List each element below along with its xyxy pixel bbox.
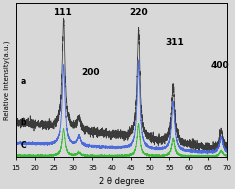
- Text: 111: 111: [53, 8, 72, 17]
- Text: 220: 220: [129, 8, 148, 17]
- Text: 311: 311: [166, 38, 184, 46]
- Text: 200: 200: [81, 68, 100, 77]
- Text: C: C: [20, 141, 26, 150]
- Text: 400: 400: [211, 61, 229, 70]
- Y-axis label: Relative Intensity(a.u.): Relative Intensity(a.u.): [4, 41, 10, 120]
- Text: a: a: [20, 77, 25, 86]
- Text: b: b: [20, 118, 26, 127]
- X-axis label: 2 θ degree: 2 θ degree: [98, 177, 144, 186]
